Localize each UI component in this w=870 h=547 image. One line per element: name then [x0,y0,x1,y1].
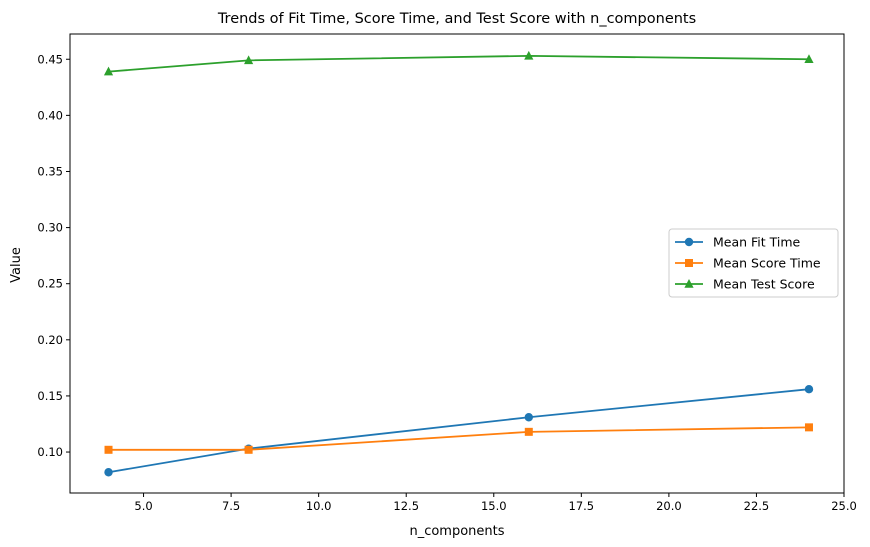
plot-area [69,33,845,494]
x-tick-label: 10.0 [306,499,332,513]
legend-box [668,228,839,298]
data-point [524,413,533,422]
x-axis: 5.0 7.5 10.0 12.5 15.0 17.5 20.0 22.5 25.0 [134,493,857,513]
x-tick-label: 25.0 [831,499,857,513]
legend-item: Mean Score Time [675,256,821,271]
x-tick-label: 22.5 [744,499,770,513]
y-tick-label: 0.15 [37,389,63,403]
plot-frame [69,33,845,494]
y-axis: 0.10 0.15 0.20 0.25 0.30 0.35 0.40 0.45 [37,52,70,459]
y-tick-label: 0.35 [37,164,63,178]
data-point [804,384,814,394]
series-line [108,388,810,474]
series-line [108,426,809,451]
y-axis-label: Value [9,247,24,283]
data-point [103,66,114,76]
data-point [804,423,813,432]
x-tick-label: 17.5 [569,499,595,513]
data-point [244,55,254,65]
series-mean-test-score [103,50,814,76]
legend-marker [684,279,694,288]
data-point [524,427,533,436]
x-axis-label: n_components [409,524,504,539]
data-point [104,468,113,477]
legend-marker [684,237,694,247]
x-tick-label: 5.0 [134,499,152,513]
legend-label: Mean Score Time [713,256,821,271]
legend-label: Mean Test Score [713,277,815,292]
y-tick-label: 0.40 [37,108,63,122]
series-line [108,54,809,73]
series-group [103,50,814,477]
data-point [804,54,814,64]
data-point [524,50,534,60]
legend-item: Mean Test Score [675,277,815,292]
data-point [104,445,113,454]
series-mean-score-time [104,423,813,454]
legend: Mean Fit Time Mean Score Time Mean Test Sc… [668,228,839,298]
y-tick-label: 0.45 [37,52,63,66]
y-tick-label: 0.10 [37,445,63,459]
legend-item: Mean Fit Time [675,235,801,250]
x-tick-label: 15.0 [481,499,507,513]
y-tick-label: 0.30 [37,221,63,235]
chart-title: Trends of Fit Time, Score Time, and Test… [217,11,696,27]
y-tick-label: 0.25 [37,277,63,291]
x-tick-label: 20.0 [656,499,682,513]
x-tick-label: 12.5 [393,499,419,513]
y-tick-label: 0.20 [37,333,63,347]
data-point [244,445,253,454]
legend-marker [685,259,693,267]
x-tick-label: 7.5 [222,499,240,513]
series-mean-fit-time [104,384,814,477]
legend-label: Mean Fit Time [713,235,801,250]
